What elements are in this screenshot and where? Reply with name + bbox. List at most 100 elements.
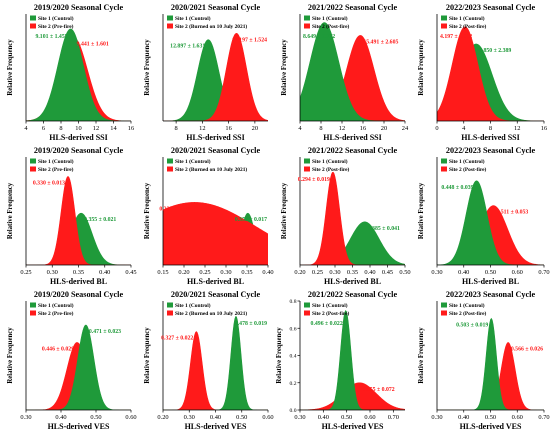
annotation-site2: 0.225 ± 0.148 [159,206,191,212]
curve-group [300,310,405,410]
legend-swatch-site1 [30,15,36,21]
curve-group [437,26,544,121]
y-axis-label: Relative Frequency [281,39,288,96]
x-tick-label: 6 [42,125,45,132]
legend-label-site1: Site 1 (Control) [312,302,348,309]
legend-swatch-site2 [30,166,36,172]
chart-title: 2019/2020 Seasonal Cycle [34,290,124,299]
x-tick-label: 14 [110,125,117,132]
x-tick-label: 4 [298,125,302,132]
chart-title: 2022/2023 Seasonal Cycle [446,290,536,299]
legend-swatch-site2 [304,310,310,316]
x-tick-label: 0.50 [399,269,410,276]
legend-label-site2: Site 2 (Pre-fire) [38,23,74,30]
chart-panel-2: 2020/2021 Seasonal Cycle 8 12 16 20 HLS-deriv… [144,3,268,142]
legend-swatch-site2 [304,166,310,172]
legend-label-site1: Site 1 (Control) [312,15,348,22]
annotation-site1: 9.101 ± 1.455 [35,34,67,40]
y-tick-label: 0.0 [290,408,297,414]
legend-swatch-site1 [441,15,447,21]
x-tick-label: 0.50 [485,414,496,421]
y-axis-label: Relative Frequency [7,39,14,96]
x-axis-label: HLS-derived VES [48,422,110,431]
chart-panel-6: 2020/2021 Seasonal Cycle 0.15 0.20 0.25 0.30… [144,146,274,286]
chart-panel-4: 2022/2023 Seasonal Cycle 0 4 8 12 16 HLS-deriv… [418,3,547,142]
x-tick-label: 0.35 [73,269,84,276]
legend-label-site1: Site 1 (Control) [38,15,74,22]
x-tick-label: 0.40 [318,414,329,421]
series-site1-area [300,310,405,410]
chart-panel-5: 2019/2020 Seasonal Cycle 0.25 0.30 0.35 0.40… [7,146,137,286]
x-tick-label: 0.70 [388,414,399,421]
x-tick-label: 0.45 [125,269,136,276]
x-tick-label: 0.60 [512,414,523,421]
x-tick-label: 0.25 [199,269,210,276]
chart-title: 2019/2020 Seasonal Cycle [34,146,124,155]
chart-panel-8: 2022/2023 Seasonal Cycle 0.30 0.40 0.50 0.60… [418,146,550,286]
x-tick-label: 0.30 [20,414,31,421]
y-axis-label: Relative Frequency [418,39,425,96]
x-tick-label: 4 [462,125,466,132]
legend-swatch-site2 [441,23,447,29]
annotation-site2: 9.441 ± 1.601 [77,42,109,48]
legend-label-site1: Site 1 (Control) [449,15,485,22]
annotation-site2: 4.197 ± 1.912 [440,34,472,40]
chart-panel-1: 2019/2020 Seasonal Cycle 4 6 8 10 12 14 16 HLS-d… [7,3,134,142]
y-axis-label: Relative Frequency [418,327,425,384]
x-tick-label: 0.30 [294,414,305,421]
annotation-site1: 0.352 ± 0.017 [235,217,267,223]
legend-swatch-site2 [441,166,447,172]
chart-title: 2019/2020 Seasonal Cycle [34,3,124,12]
x-tick-label: 12 [514,125,520,132]
annotation-site1: 0.448 ± 0.039 [441,185,473,191]
chart-title: 2021/2022 Seasonal Cycle [308,290,398,299]
legend-label-site1: Site 1 (Control) [312,158,348,165]
x-tick-label: 0.40 [210,414,221,421]
series-site2-area [300,171,405,265]
chart-title: 2020/2021 Seasonal Cycle [171,3,261,12]
y-axis-label: Relative Frequency [144,182,151,239]
chart-title: 2022/2023 Seasonal Cycle [446,146,536,155]
chart-title: 2020/2021 Seasonal Cycle [171,146,261,155]
x-tick-label: 8 [319,125,322,132]
annotation-site2: 15.491 ± 2.605 [363,39,398,45]
legend-swatch-site1 [304,15,310,21]
x-tick-label: 0.60 [512,269,523,276]
x-tick-label: 0.40 [99,269,110,276]
annotation-site2: 0.294 ± 0.019 [298,177,330,183]
x-tick-label: 16 [360,125,366,132]
annotation-site2: 0.327 ± 0.022 [161,336,193,342]
y-axis-label: Relative Frequency [281,182,288,239]
x-tick-label: 0.25 [312,269,323,276]
y-axis-label: Relative Frequency [7,182,14,239]
curve-group [26,324,131,410]
legend-label-site2: Site 2 (Burned on 10 July 2021) [175,310,247,317]
x-axis-label: HLS-derived SSI [461,133,519,142]
x-tick-label: 0.60 [364,414,375,421]
y-tick-label: 0.6 [290,326,297,332]
x-tick-label: 0.50 [485,269,496,276]
annotation-site2: 0.566 ± 0.026 [511,346,543,352]
y-tick-label: 0.4 [290,354,297,360]
x-tick-label: 0.20 [294,269,305,276]
legend-label-site1: Site 1 (Control) [175,15,211,22]
chart-panel-9: 2019/2020 Seasonal Cycle 0.30 0.40 0.50 0.60… [7,290,137,431]
legend-swatch-site2 [304,23,310,29]
x-tick-label: 0.40 [55,414,66,421]
chart-title: 2021/2022 Seasonal Cycle [308,146,398,155]
x-axis-label: HLS-derived BL [187,277,244,286]
x-tick-label: 12 [199,125,205,132]
y-axis-label: Relative Frequency [276,327,283,384]
legend-label-site2: Site 2 (Post-fire) [449,310,487,317]
legend-swatch-site2 [30,23,36,29]
x-axis-label: HLS-derived VES [185,422,247,431]
chart-panel-3: 2021/2022 Seasonal Cycle 4 8 12 16 20 24 HLS-de… [281,3,409,142]
curve-group [437,317,544,410]
chart-title: 2020/2021 Seasonal Cycle [171,290,261,299]
x-tick-label: 10 [75,125,81,132]
curve-group [163,316,268,410]
annotation-site2: 0.511 ± 0.053 [496,210,528,216]
x-tick-label: 8 [59,125,62,132]
y-tick-label: 0.2 [290,381,297,387]
